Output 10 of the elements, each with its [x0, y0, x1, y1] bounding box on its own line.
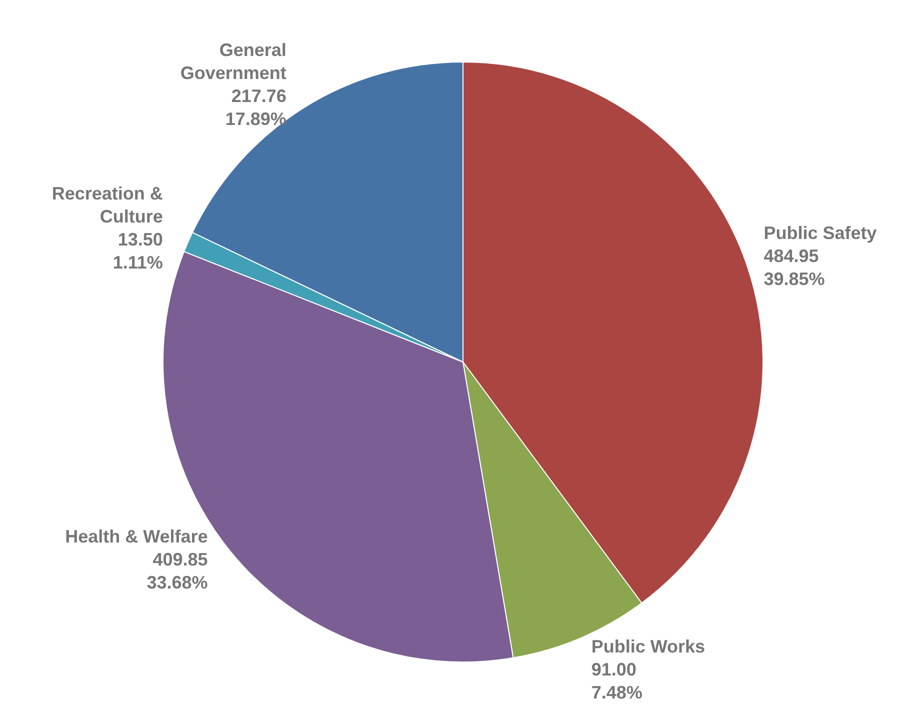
slice-label: Public Safety — [764, 223, 877, 244]
slice-label: General Government — [180, 40, 286, 84]
data-label: 484.95 39.85% — [764, 246, 825, 290]
slice-label: Public Works — [591, 636, 706, 657]
data-label: 91.00 7.48% — [591, 660, 642, 703]
slice-label: Recreation & Culture — [52, 184, 163, 227]
data-label: 217.76 17.89% — [225, 86, 286, 130]
data-label: 13.50 1.11% — [112, 230, 163, 273]
slice-label: Health & Welfare — [65, 526, 208, 547]
data-label: 409.85 33.68% — [146, 550, 208, 593]
